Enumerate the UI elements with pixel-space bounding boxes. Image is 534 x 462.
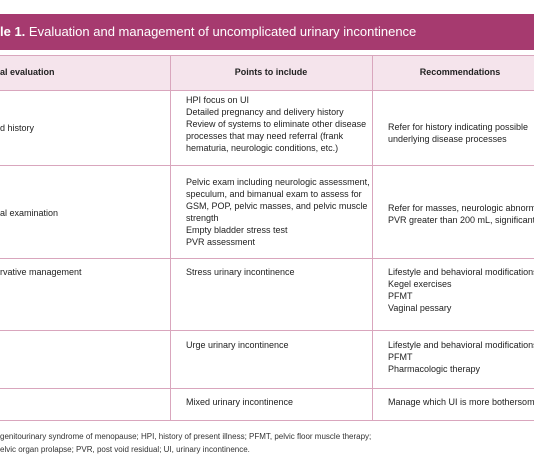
row-label: d history bbox=[0, 123, 35, 133]
row-divider bbox=[0, 420, 534, 421]
point-line: PVR assessment bbox=[186, 237, 256, 247]
row-divider bbox=[0, 55, 534, 56]
footnote: genitourinary syndrome of menopause; HPI… bbox=[0, 432, 372, 441]
point-line: strength bbox=[186, 213, 219, 223]
column-header: Points to include bbox=[234, 67, 308, 77]
row-divider bbox=[0, 165, 534, 166]
point-line: Empty bladder stress test bbox=[186, 225, 288, 235]
row-divider bbox=[0, 90, 534, 91]
point-line: GSM, POP, pelvic masses, and pelvic musc… bbox=[186, 201, 368, 211]
point-line: Stress urinary incontinence bbox=[186, 267, 295, 277]
recommendation-line: PFMT bbox=[388, 352, 413, 362]
recommendation-line: Manage which UI is more bothersome bbox=[388, 397, 534, 407]
row-label: rvative management bbox=[0, 267, 82, 277]
recommendation-line: Vaginal pessary bbox=[388, 303, 452, 313]
row-divider bbox=[0, 330, 534, 331]
table-number: le 1. bbox=[0, 24, 26, 39]
point-line: Detailed pregnancy and delivery history bbox=[186, 107, 344, 117]
row-divider bbox=[0, 388, 534, 389]
column-header: al evaluation bbox=[0, 67, 55, 77]
recommendation-line: Lifestyle and behavioral modifications bbox=[388, 340, 534, 350]
recommendation-line: underlying disease processes bbox=[388, 134, 507, 144]
recommendation-line: Kegel exercises bbox=[388, 279, 452, 289]
column-divider bbox=[170, 55, 171, 420]
title-bar bbox=[0, 14, 534, 50]
table-title: Evaluation and management of uncomplicat… bbox=[28, 24, 417, 39]
recommendation-line: Refer for masses, neurologic abnorma bbox=[388, 203, 534, 213]
recommendation-line: Refer for history indicating possible bbox=[388, 122, 529, 132]
point-line: Pelvic exam including neurologic assessm… bbox=[186, 177, 370, 187]
column-header: Recommendations bbox=[419, 67, 501, 77]
footnote: elvic organ prolapse; PVR, post void res… bbox=[0, 445, 250, 454]
point-line: processes that may need referral (frank bbox=[186, 131, 344, 141]
point-line: HPI focus on UI bbox=[186, 95, 250, 105]
point-line: speculum, and bimanual exam to assess fo… bbox=[186, 189, 362, 199]
recommendation-line: PFMT bbox=[388, 291, 413, 301]
point-line: Review of systems to eliminate other dis… bbox=[186, 119, 367, 129]
point-line: Urge urinary incontinence bbox=[186, 340, 289, 350]
point-line: hematuria, neurologic conditions, etc.) bbox=[186, 143, 339, 153]
header-row bbox=[0, 55, 534, 90]
title: le 1. Evaluation and management of uncom… bbox=[0, 24, 416, 39]
column-divider bbox=[372, 55, 373, 420]
recommendation-line: PVR greater than 200 mL, significant P bbox=[388, 215, 534, 225]
row-divider bbox=[0, 258, 534, 259]
row-label: al examination bbox=[0, 208, 59, 218]
point-line: Mixed urinary incontinence bbox=[186, 397, 294, 407]
recommendation-line: Lifestyle and behavioral modifications bbox=[388, 267, 534, 277]
recommendation-line: Pharmacologic therapy bbox=[388, 364, 481, 374]
